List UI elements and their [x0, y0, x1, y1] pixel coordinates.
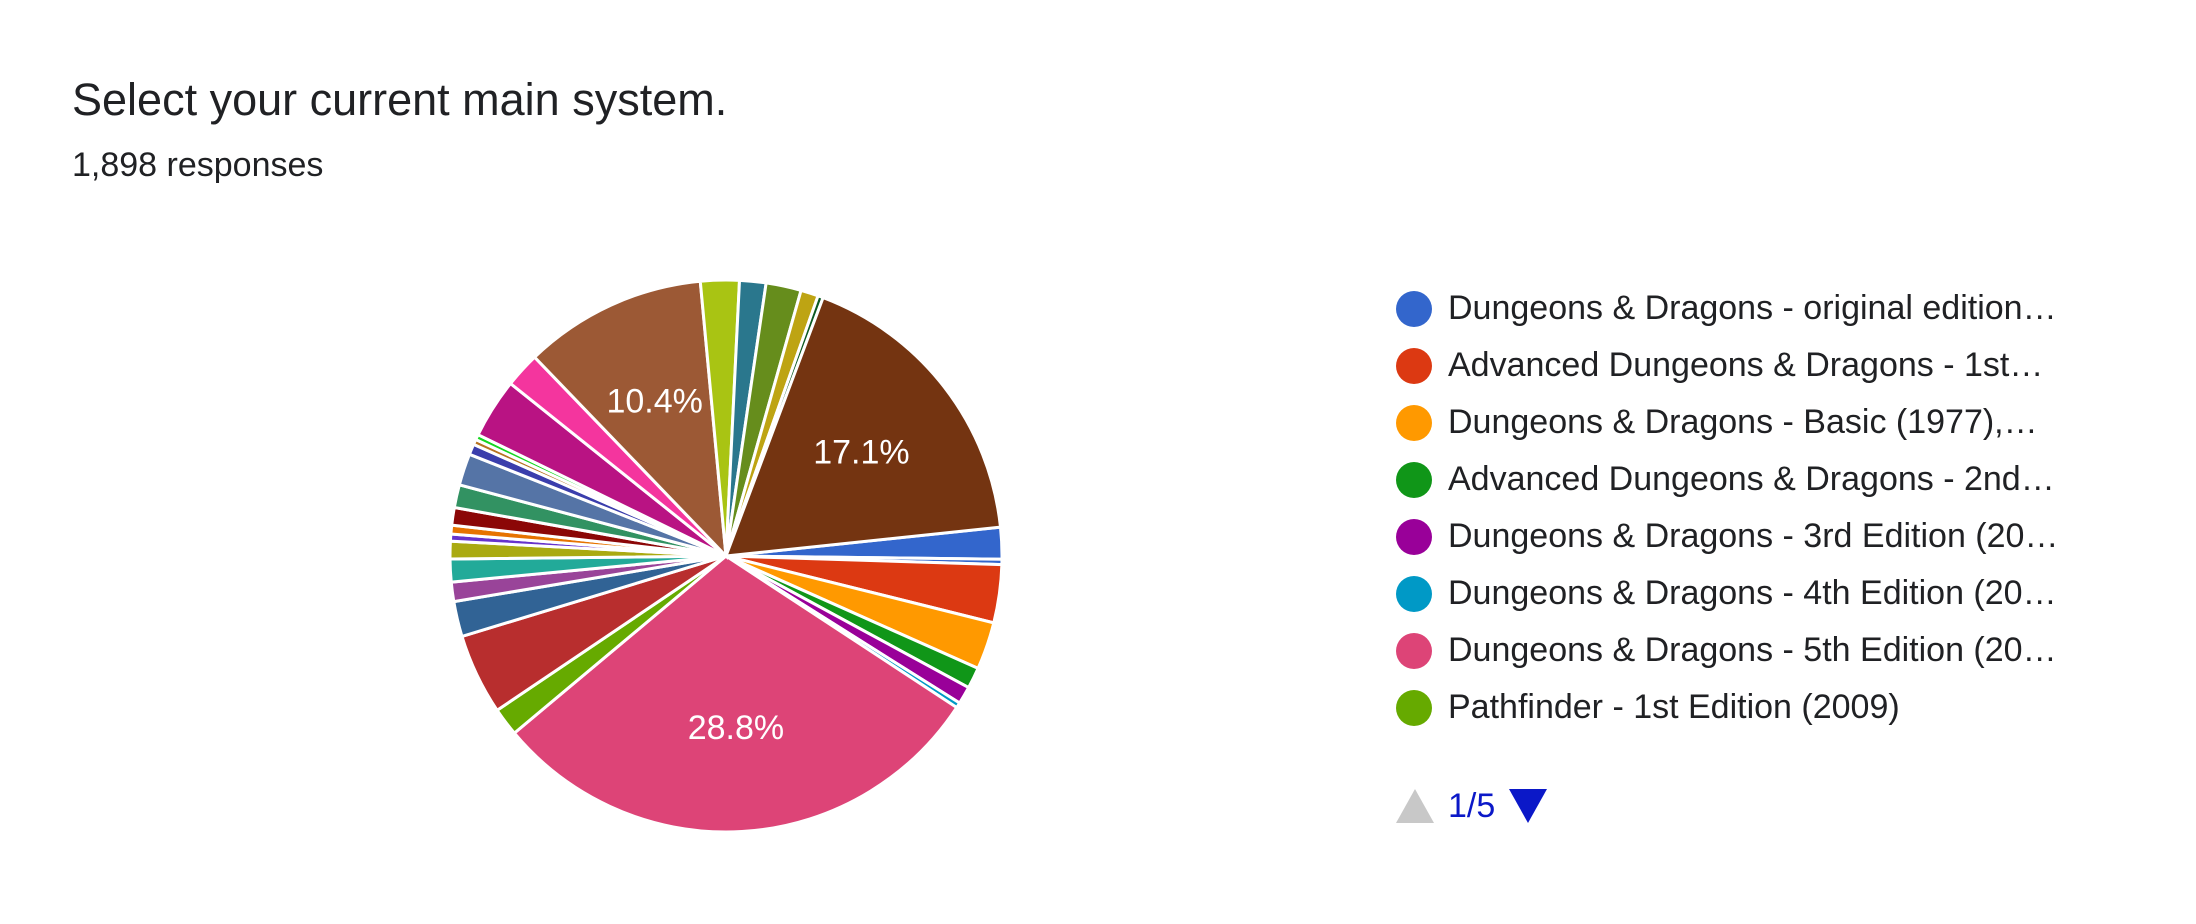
legend-pager: 1/5	[1396, 786, 1548, 826]
legend-label: Dungeons & Dragons - original edition…	[1448, 289, 2057, 327]
legend-label: Pathfinder - 1st Edition (2009)	[1448, 688, 1900, 726]
legend-swatch-icon	[1396, 347, 1432, 384]
legend-label: Advanced Dungeons & Dragons - 2nd…	[1448, 460, 2055, 498]
legend-item[interactable]: Dungeons & Dragons - 3rd Edition (20…	[1396, 508, 2116, 565]
legend-label: Advanced Dungeons & Dragons - 1st…	[1448, 346, 2044, 384]
pie-slice-7[interactable]	[512, 554, 959, 834]
legend-swatch-icon	[1396, 290, 1432, 327]
arrow-up-icon	[1396, 789, 1434, 823]
legend-item[interactable]: Pathfinder - 1st Edition (2009)	[1396, 679, 2116, 736]
legend-swatch-icon	[1396, 404, 1432, 441]
legend-item[interactable]: Dungeons & Dragons - original edition…	[1396, 280, 2116, 337]
legend-label: Dungeons & Dragons - 3rd Edition (20…	[1448, 517, 2059, 555]
page-indicator: 1/5	[1448, 786, 1496, 825]
legend-swatch-icon	[1396, 461, 1432, 498]
legend-swatch-icon	[1396, 518, 1432, 555]
chart-legend: Dungeons & Dragons - original edition… Ad…	[1396, 280, 2116, 736]
legend-item[interactable]: Advanced Dungeons & Dragons - 1st…	[1396, 337, 2116, 394]
legend-swatch-icon	[1396, 575, 1432, 612]
response-count: 1,898 responses	[72, 146, 324, 184]
legend-label: Dungeons & Dragons - Basic (1977),…	[1448, 403, 2038, 441]
legend-item[interactable]: Advanced Dungeons & Dragons - 2nd…	[1396, 451, 2116, 508]
legend-label: Dungeons & Dragons - 4th Edition (20…	[1448, 574, 2057, 612]
legend-item[interactable]: Dungeons & Dragons - 5th Edition (20…	[1396, 622, 2116, 679]
slice-data-label: 28.8%	[688, 709, 784, 747]
legend-swatch-icon	[1396, 632, 1432, 669]
arrow-down-icon[interactable]	[1509, 789, 1548, 823]
legend-label: Dungeons & Dragons - 5th Edition (20…	[1448, 631, 2057, 669]
legend-swatch-icon	[1396, 689, 1432, 726]
legend-item[interactable]: Dungeons & Dragons - 4th Edition (20…	[1396, 565, 2116, 622]
slice-data-label: 10.4%	[606, 382, 702, 420]
legend-item[interactable]: Dungeons & Dragons - Basic (1977),…	[1396, 394, 2116, 451]
pie-slice-24[interactable]	[532, 279, 728, 561]
chart-title: Select your current main system.	[72, 74, 728, 125]
slice-data-label: 17.1%	[813, 433, 909, 471]
pie-slice-30[interactable]	[723, 295, 1003, 558]
